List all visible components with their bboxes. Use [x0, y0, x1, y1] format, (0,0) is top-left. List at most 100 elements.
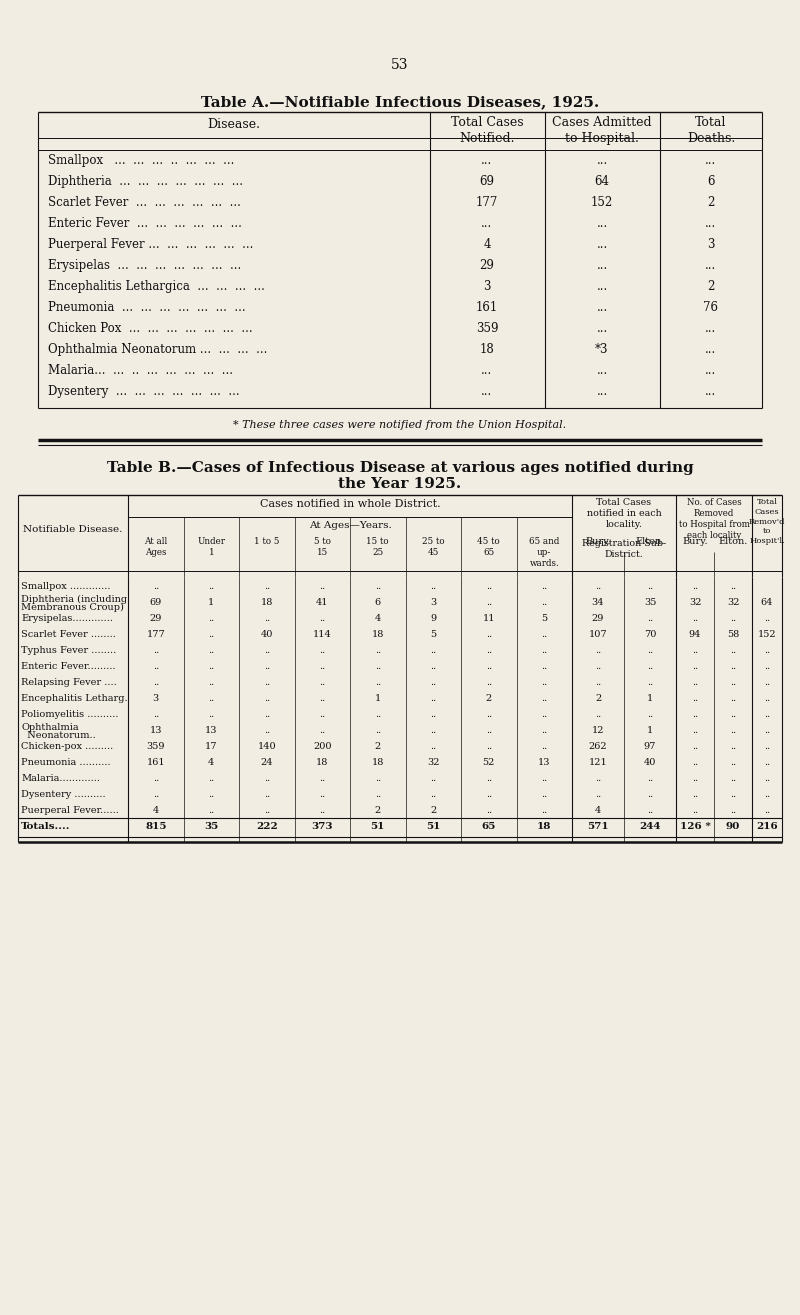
- Text: 13: 13: [538, 757, 550, 767]
- Text: ..: ..: [692, 694, 698, 704]
- Text: 94: 94: [689, 630, 701, 639]
- Text: ..: ..: [764, 710, 770, 719]
- Text: 4: 4: [483, 238, 490, 251]
- Text: 359: 359: [146, 742, 165, 751]
- Text: 51: 51: [370, 822, 385, 831]
- Text: 64: 64: [594, 175, 610, 188]
- Text: ..: ..: [374, 710, 381, 719]
- Text: ..: ..: [208, 710, 214, 719]
- Text: ..: ..: [595, 661, 601, 671]
- Text: ..: ..: [264, 679, 270, 686]
- Text: ..: ..: [692, 757, 698, 767]
- Text: 222: 222: [256, 822, 278, 831]
- Text: ..: ..: [319, 775, 326, 782]
- Text: ..: ..: [692, 790, 698, 800]
- Text: ..: ..: [730, 661, 736, 671]
- Text: Table B.—Cases of Infectious Disease at various ages notified during: Table B.—Cases of Infectious Disease at …: [106, 462, 694, 475]
- Text: ...: ...: [706, 343, 717, 356]
- Text: ..: ..: [264, 726, 270, 735]
- Text: ..: ..: [730, 679, 736, 686]
- Text: ...: ...: [482, 385, 493, 398]
- Text: 34: 34: [592, 598, 604, 608]
- Text: ..: ..: [430, 775, 436, 782]
- Text: ..: ..: [153, 646, 159, 655]
- Text: ..: ..: [486, 679, 492, 686]
- Text: ..: ..: [692, 646, 698, 655]
- Text: ...: ...: [482, 364, 493, 377]
- Text: ..: ..: [595, 679, 601, 686]
- Text: ..: ..: [374, 646, 381, 655]
- Text: ..: ..: [208, 694, 214, 704]
- Text: Erysipelas.............: Erysipelas.............: [21, 614, 113, 623]
- Text: Poliomyelitis ..........: Poliomyelitis ..........: [21, 710, 118, 719]
- Text: 3: 3: [153, 694, 159, 704]
- Text: ..: ..: [764, 742, 770, 751]
- Text: 65: 65: [482, 822, 496, 831]
- Text: 32: 32: [726, 598, 739, 608]
- Text: 177: 177: [146, 630, 165, 639]
- Text: ..: ..: [430, 679, 436, 686]
- Text: ..: ..: [374, 790, 381, 800]
- Text: Pneumonia  ...  ...  ...  ...  ...  ...  ...: Pneumonia ... ... ... ... ... ... ...: [48, 301, 246, 314]
- Text: ..: ..: [595, 775, 601, 782]
- Text: Bury.: Bury.: [585, 537, 611, 546]
- Text: 51: 51: [426, 822, 441, 831]
- Text: ..: ..: [541, 742, 547, 751]
- Text: 4: 4: [374, 614, 381, 623]
- Text: ..: ..: [730, 583, 736, 590]
- Text: Puerperal Fever ...  ...  ...  ...  ...  ...: Puerperal Fever ... ... ... ... ... ...: [48, 238, 254, 251]
- Text: 571: 571: [587, 822, 609, 831]
- Text: ..: ..: [730, 790, 736, 800]
- Text: 69: 69: [479, 175, 494, 188]
- Text: ..: ..: [319, 726, 326, 735]
- Text: Cases Admitted
to Hospital.: Cases Admitted to Hospital.: [552, 116, 652, 145]
- Text: Puerperal Fever......: Puerperal Fever......: [21, 806, 119, 815]
- Text: ..: ..: [541, 775, 547, 782]
- Text: ..: ..: [692, 614, 698, 623]
- Text: ..: ..: [430, 661, 436, 671]
- Text: 3: 3: [430, 598, 436, 608]
- Text: Total Cases
Notified.: Total Cases Notified.: [450, 116, 523, 145]
- Text: ..: ..: [692, 726, 698, 735]
- Text: Under
1: Under 1: [198, 537, 226, 558]
- Text: 815: 815: [145, 822, 166, 831]
- Text: ..: ..: [647, 661, 653, 671]
- Text: ..: ..: [764, 614, 770, 623]
- Text: Encephalitis Lethargica  ...  ...  ...  ...: Encephalitis Lethargica ... ... ... ...: [48, 280, 265, 293]
- Text: ..: ..: [430, 742, 436, 751]
- Text: ..: ..: [541, 583, 547, 590]
- Text: 262: 262: [589, 742, 607, 751]
- Text: ...: ...: [596, 238, 608, 251]
- Text: 4: 4: [208, 757, 214, 767]
- Text: ..: ..: [486, 646, 492, 655]
- Text: Disease.: Disease.: [207, 118, 261, 132]
- Text: ...: ...: [706, 217, 717, 230]
- Text: 41: 41: [316, 598, 329, 608]
- Text: ..: ..: [264, 583, 270, 590]
- Text: ..: ..: [208, 679, 214, 686]
- Text: ..: ..: [647, 614, 653, 623]
- Text: ..: ..: [764, 806, 770, 815]
- Text: 76: 76: [703, 301, 718, 314]
- Text: ...: ...: [706, 322, 717, 335]
- Text: At all
Ages: At all Ages: [144, 537, 167, 558]
- Text: ..: ..: [647, 679, 653, 686]
- Text: ..: ..: [764, 775, 770, 782]
- Text: ..: ..: [541, 661, 547, 671]
- Text: Neonatorum..: Neonatorum..: [21, 731, 96, 740]
- Text: ..: ..: [319, 710, 326, 719]
- Text: Dysentery  ...  ...  ...  ...  ...  ...  ...: Dysentery ... ... ... ... ... ... ...: [48, 385, 240, 398]
- Text: 35: 35: [644, 598, 656, 608]
- Text: Erysipelas  ...  ...  ...  ...  ...  ...  ...: Erysipelas ... ... ... ... ... ... ...: [48, 259, 242, 272]
- Text: At Ages—Years.: At Ages—Years.: [309, 521, 391, 530]
- Text: 90: 90: [726, 822, 740, 831]
- Text: ...: ...: [596, 322, 608, 335]
- Text: 17: 17: [205, 742, 218, 751]
- Text: ..: ..: [208, 583, 214, 590]
- Text: ..: ..: [647, 775, 653, 782]
- Text: 126 *: 126 *: [679, 822, 710, 831]
- Text: ..: ..: [764, 726, 770, 735]
- Text: ..: ..: [595, 646, 601, 655]
- Text: Malaria...  ...  ..  ...  ...  ...  ...  ...: Malaria... ... .. ... ... ... ... ...: [48, 364, 233, 377]
- Text: ..: ..: [764, 646, 770, 655]
